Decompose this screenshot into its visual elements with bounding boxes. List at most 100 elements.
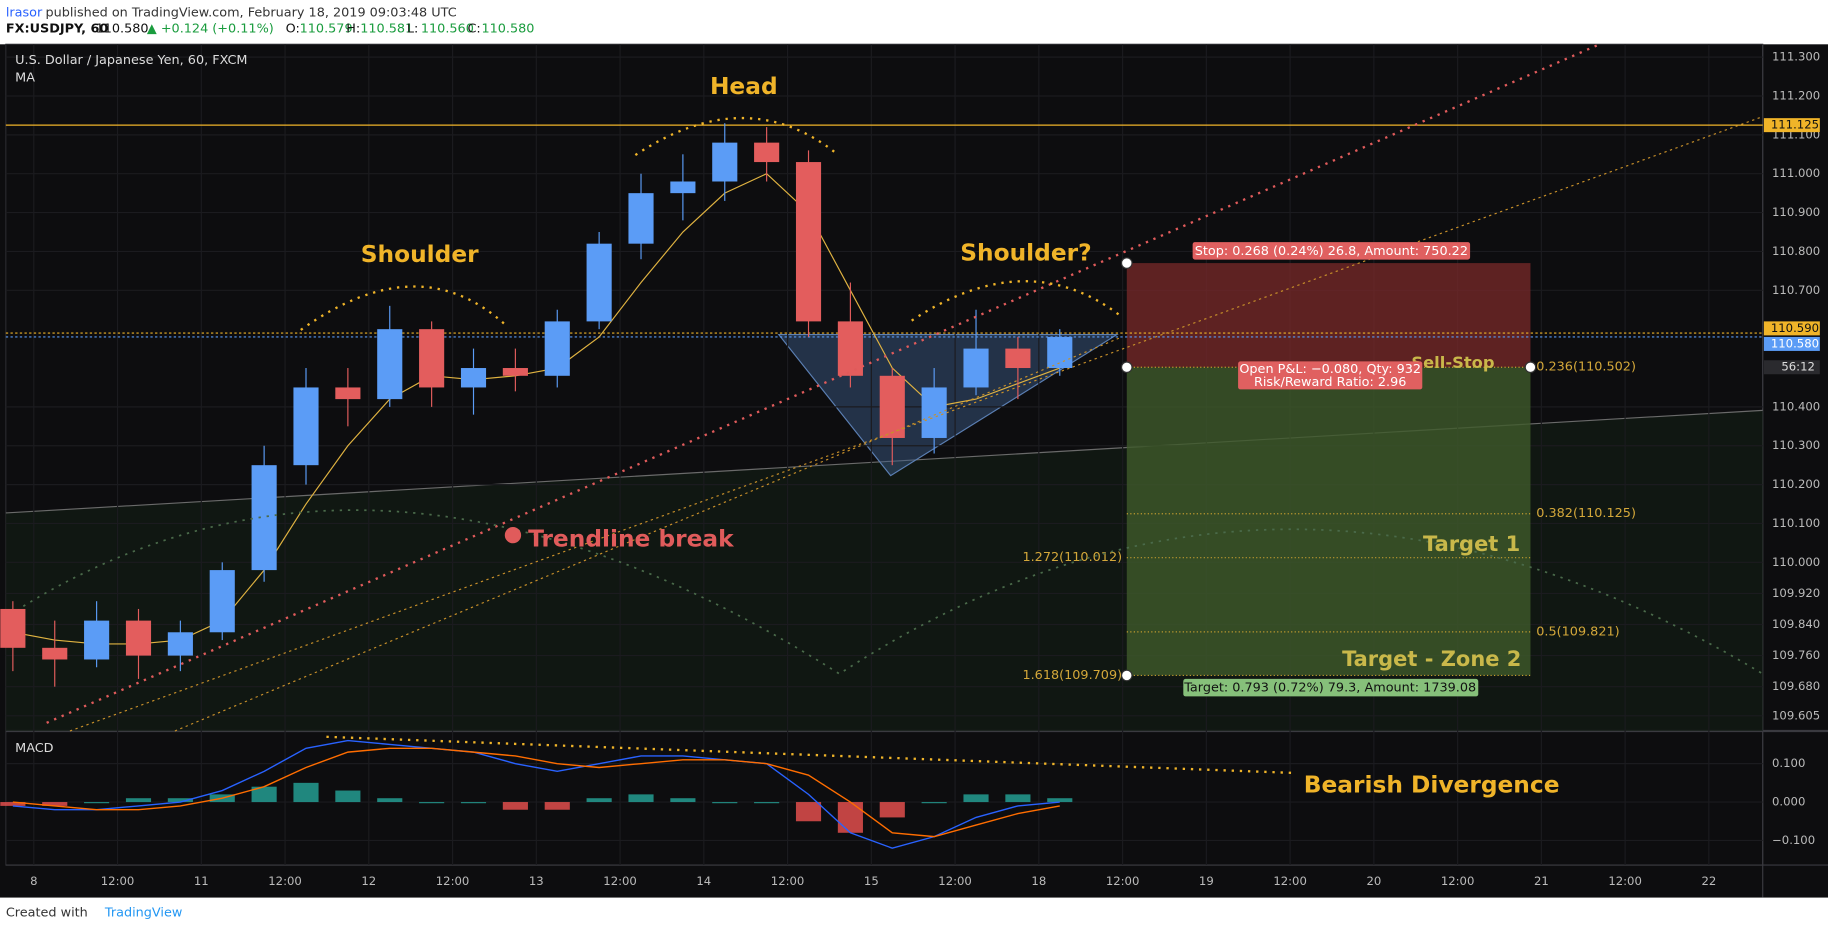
candle-body — [419, 329, 445, 388]
x-tick-label: 14 — [696, 874, 711, 888]
price-tag-label: 111.125 — [1771, 118, 1819, 132]
label-box — [1192, 242, 1471, 260]
change: ▲ +0.124 (+0.11%) — [147, 22, 274, 37]
footer-brand[interactable]: TradingView — [104, 905, 182, 920]
x-tick-label: 12:00 — [1106, 874, 1140, 888]
macd-histogram — [419, 802, 445, 804]
footer-bg — [0, 897, 1828, 930]
x-tick-label: 13 — [529, 874, 544, 888]
fib-label: 0.382(110.125) — [1536, 506, 1636, 521]
ohlc-value: 110.560 — [421, 22, 474, 37]
plot: 8 12:00 11 12:00 12 12:00 13 12:00 14 12:00 15 12:0… — [0, 44, 1820, 888]
macd-histogram — [754, 802, 780, 804]
macd-histogram — [42, 802, 68, 806]
last-price: 110.580 — [96, 22, 149, 37]
break-dot — [504, 526, 522, 544]
candle-body — [0, 608, 26, 648]
macd-histogram — [628, 794, 654, 803]
macd-line — [12, 739, 1060, 849]
candle-body — [879, 375, 905, 438]
candle-body — [921, 387, 947, 438]
fib-label: 1.272(110.012) — [1022, 550, 1122, 565]
pnl-label: Open P&L: −0.080, Qty: 932 — [1239, 362, 1421, 377]
shoulder-arc — [300, 285, 508, 331]
header-bg — [0, 0, 1828, 45]
ohlc-key: L: — [407, 22, 418, 37]
macd-histogram — [84, 802, 110, 804]
label-box — [1183, 678, 1479, 697]
handle[interactable] — [1120, 257, 1133, 269]
price-tag-label: 110.590 — [1771, 321, 1819, 335]
annotation: Head — [710, 73, 778, 100]
candle-body — [335, 387, 361, 400]
candle-body — [712, 142, 738, 182]
macd-histogram — [837, 802, 863, 833]
macd-histogram — [586, 798, 612, 803]
candle-body — [460, 368, 487, 388]
fib-label: 0.236(110.502) — [1536, 360, 1636, 375]
y-tick-label: 111.300 — [1772, 50, 1820, 64]
y-tick-label: 110.900 — [1772, 205, 1820, 219]
candle-body — [754, 142, 780, 163]
ohlc-value: 110.579 — [300, 22, 353, 37]
x-tick-label: 12 — [361, 874, 376, 888]
handle[interactable] — [1120, 669, 1133, 682]
y-tick-label: 110.300 — [1772, 438, 1820, 452]
macd-histogram — [1047, 798, 1073, 803]
y-tick-label: 109.680 — [1772, 679, 1820, 693]
stop-label: Stop: 0.268 (0.24%) 26.8, Amount: 750.22 — [1195, 244, 1468, 259]
annotation: Shoulder — [361, 241, 479, 268]
price-tag — [1763, 118, 1820, 133]
y-tick-label: −0.100 — [1772, 833, 1815, 847]
candle-body — [1005, 348, 1031, 369]
candle-body — [293, 387, 319, 466]
x-tick-label: 12:00 — [101, 874, 135, 888]
footer-text: Created with — [6, 905, 88, 920]
indicator-label: MA — [15, 71, 35, 86]
x-tick-label: 12:00 — [436, 874, 470, 888]
published: published on TradingView.com, February 1… — [45, 5, 456, 20]
annotation: Bearish Divergence — [1304, 771, 1560, 798]
target-zone — [1126, 367, 1531, 676]
handle[interactable] — [1120, 361, 1133, 374]
macd-histogram — [670, 798, 696, 803]
x-tick-label: 12:00 — [771, 874, 805, 888]
macd-histogram — [963, 794, 989, 803]
author[interactable]: lrasor — [6, 5, 43, 20]
candle-body — [586, 243, 612, 322]
fib-label: 0.5(109.821) — [1536, 624, 1619, 639]
drawings — [22, 43, 1764, 775]
candle-body — [377, 329, 403, 400]
macd-histogram — [712, 802, 738, 804]
ohlc-key: C: — [467, 22, 480, 37]
x-tick-label: 8 — [30, 874, 37, 888]
y-tick-label: 111.200 — [1772, 88, 1820, 102]
ohlc-value: 110.581 — [360, 22, 413, 37]
fib-label: 1.618(109.709) — [1022, 668, 1122, 683]
candle-body — [251, 465, 277, 571]
handle[interactable] — [1524, 361, 1537, 374]
y-tick-label: 110.100 — [1772, 516, 1820, 530]
macd-histogram — [502, 802, 528, 810]
x-tick-label: 12:00 — [268, 874, 302, 888]
macd-histogram — [251, 786, 277, 803]
candle-body — [837, 321, 863, 376]
x-tick-label: 15 — [864, 874, 879, 888]
x-tick-label: 12:00 — [1441, 874, 1475, 888]
annotation: Target - Zone 2 — [1342, 647, 1521, 671]
triangle-pattern — [777, 334, 1119, 477]
y-tick-label: 110.800 — [1772, 244, 1820, 258]
y-tick-label: 109.840 — [1772, 617, 1820, 631]
candle-body — [502, 368, 528, 376]
red-trendline — [46, 43, 1600, 724]
macd-histogram — [293, 782, 319, 803]
rr-label: Risk/Reward Ratio: 2.96 — [1254, 375, 1406, 390]
x-tick-label: 19 — [1199, 874, 1214, 888]
macd-title: MACD — [15, 741, 54, 756]
y-tick-label: 110.200 — [1772, 477, 1820, 491]
macd-histogram — [1005, 794, 1031, 803]
countdown-tag — [1763, 360, 1820, 375]
x-tick-label: 20 — [1366, 874, 1381, 888]
